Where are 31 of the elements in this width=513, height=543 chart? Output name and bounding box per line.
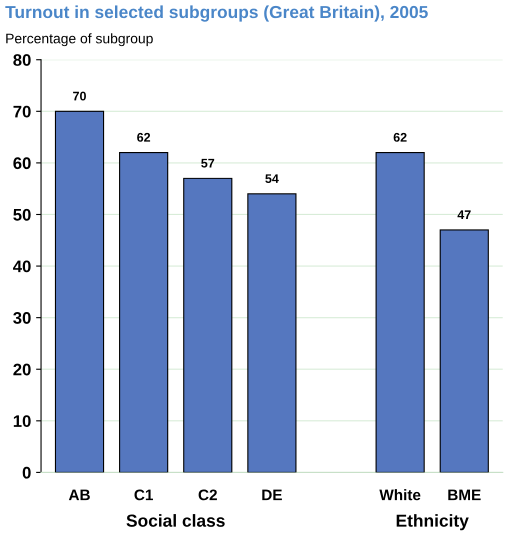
y-axis-title: Percentage of subgroup — [6, 33, 153, 46]
x-tick-label: AB — [68, 490, 90, 500]
y-tick-label: 80 — [13, 54, 31, 66]
x-tick-label: DE — [262, 490, 282, 500]
y-tick-label: 60 — [13, 157, 31, 170]
bar — [119, 152, 168, 472]
chart-title: Turnout in selected subgroups (Great Britain), 2005 — [5, 5, 428, 22]
x-tick-label: BME — [448, 490, 481, 500]
x-tick-label: C2 — [198, 489, 217, 500]
y-tick-label: 0 — [22, 466, 31, 479]
data-label: 70 — [73, 92, 86, 101]
text: Social class — [126, 514, 225, 527]
y-tick-label: 30 — [13, 312, 31, 324]
bar — [54, 110, 104, 472]
data-label: 57 — [201, 158, 214, 168]
data-label: 62 — [394, 132, 407, 142]
y-tick-label: 20 — [13, 364, 31, 376]
text: Ethnicity — [396, 514, 469, 530]
bar — [376, 152, 425, 472]
x-tick-label: White — [379, 489, 420, 500]
x-tick-label: C1 — [134, 489, 153, 500]
bar — [440, 229, 489, 472]
y-tick-label: 70 — [13, 106, 31, 118]
y-tick-label: 40 — [13, 260, 31, 272]
bar — [183, 178, 232, 472]
data-label: 47 — [458, 210, 471, 220]
y-tick-label: 50 — [13, 208, 31, 221]
y-tick-label: 10 — [14, 415, 31, 428]
data-label: 54 — [265, 174, 279, 184]
bar — [247, 193, 296, 472]
data-label: 62 — [137, 132, 150, 142]
